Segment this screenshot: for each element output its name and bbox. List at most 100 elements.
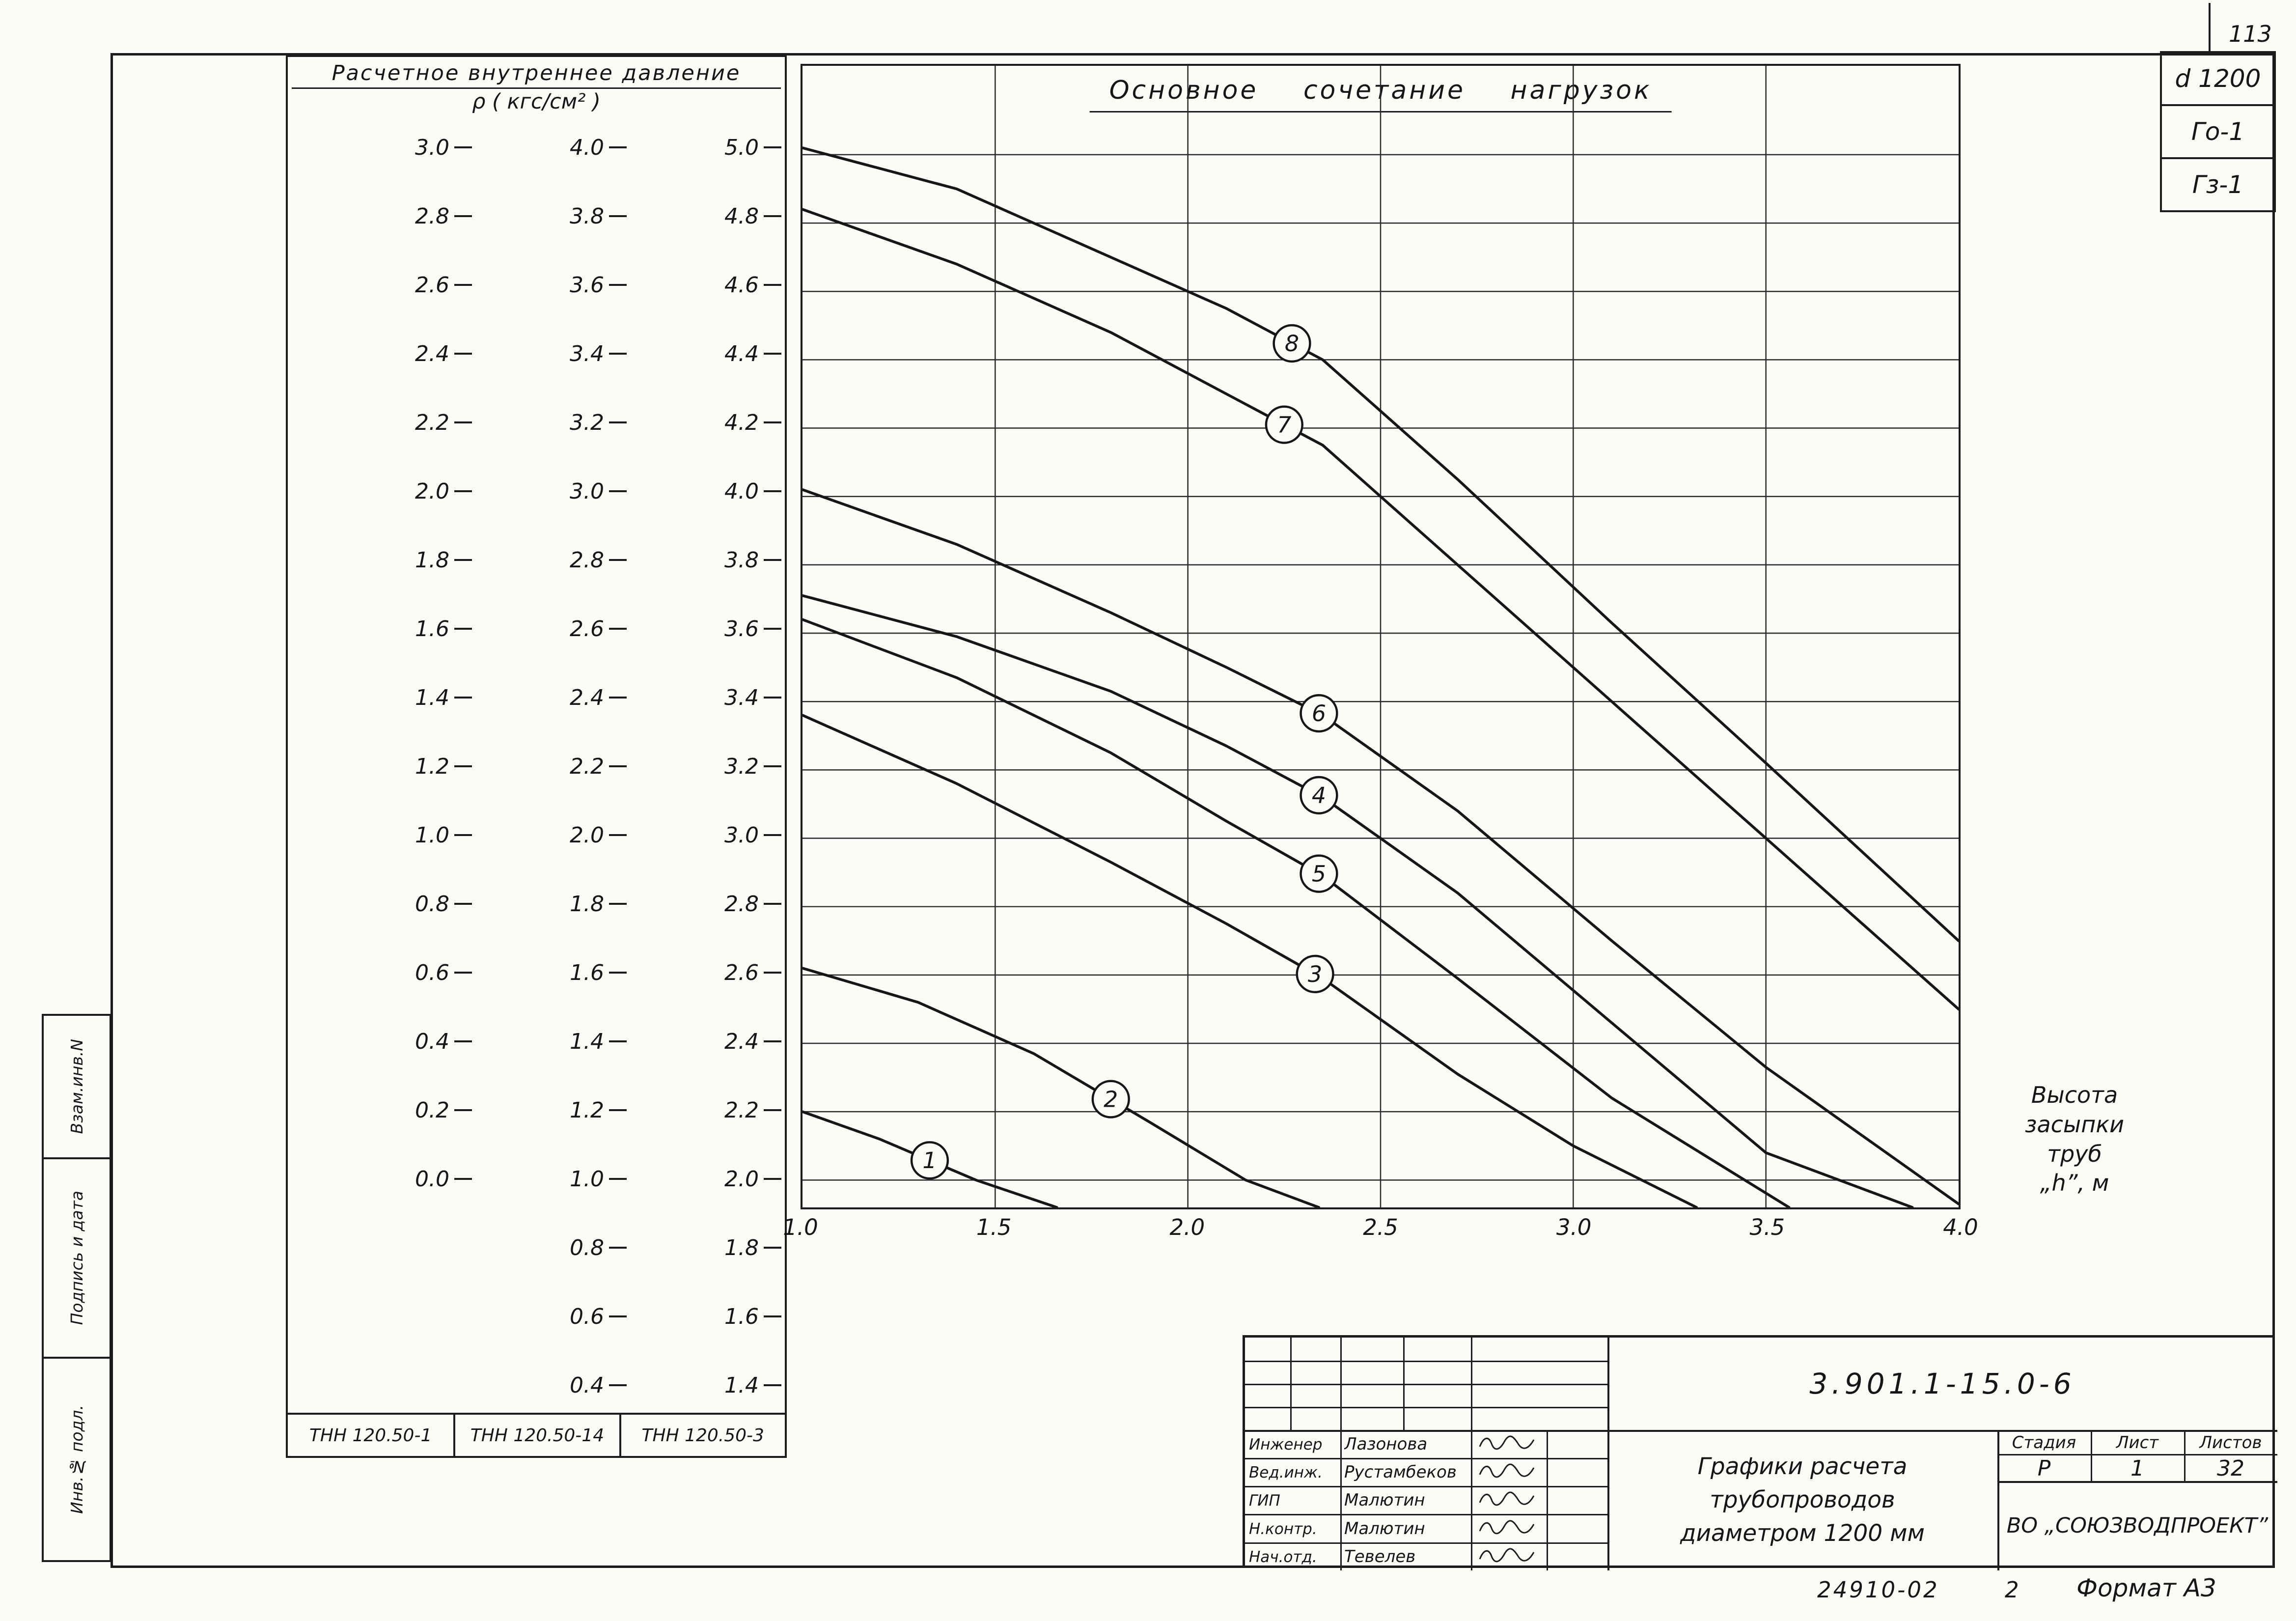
pressure-tick-value: 4.0 xyxy=(724,478,759,504)
side-strip-cell-3: Инв.№ подл. xyxy=(42,1357,111,1562)
curve-label-circle-1 xyxy=(910,1141,949,1180)
pressure-tick: 4.6 xyxy=(698,270,781,300)
pressure-tick-value: 2.2 xyxy=(724,1097,759,1123)
tick-mark xyxy=(454,972,472,974)
tick-mark xyxy=(609,421,627,423)
pressure-tick: 1.0 xyxy=(388,820,472,850)
tick-mark xyxy=(609,1315,627,1317)
pressure-tick: 2.2 xyxy=(698,1095,781,1125)
pressure-tick: 2.2 xyxy=(388,408,472,437)
pressure-tick-value: 3.0 xyxy=(724,822,759,848)
x-tick-label: 2.0 xyxy=(1169,1214,1205,1240)
title-block-line xyxy=(2184,1430,2185,1481)
signature-role: Инженер xyxy=(1249,1436,1323,1453)
tick-mark xyxy=(764,765,781,767)
tick-mark xyxy=(764,559,781,561)
tick-mark xyxy=(609,146,627,148)
tick-mark xyxy=(764,628,781,630)
x-tick-label: 2.5 xyxy=(1363,1214,1398,1240)
title-block-line xyxy=(1471,1338,1472,1430)
pressure-tick-value: 1.6 xyxy=(724,1304,759,1329)
pressure-tick: 0.2 xyxy=(388,1095,472,1125)
title-block-line xyxy=(1245,1542,1607,1544)
tick-mark xyxy=(609,490,627,492)
pressure-tick: 2.4 xyxy=(698,1027,781,1056)
pressure-tick-value: 0.6 xyxy=(570,1304,604,1329)
title-block-line xyxy=(1245,1407,1607,1408)
tick-mark xyxy=(764,1040,781,1042)
pressure-tick: 0.8 xyxy=(543,1233,627,1262)
title-block-line xyxy=(1245,1486,1607,1487)
curve-label-circle-5 xyxy=(1300,854,1338,893)
x-axis-label: Высота засыпки труб „h”, м xyxy=(1988,1081,2161,1198)
tick-mark xyxy=(454,1109,472,1111)
project-title: Графики расчета трубопроводов диаметром 12… xyxy=(1607,1430,1997,1570)
pressure-tick-value: 2.8 xyxy=(415,203,449,229)
signature-scribble xyxy=(1479,1492,1535,1506)
pressure-tick-value: 0.2 xyxy=(415,1097,449,1123)
pressure-tick-value: 0.8 xyxy=(570,1235,604,1260)
pressure-tick-value: 0.4 xyxy=(570,1372,604,1398)
load-combination-chart: Основное сочетание нагрузок 8 7 6 4 5 3 2 1 xyxy=(801,64,1961,1209)
pressure-tick-value: 2.2 xyxy=(415,410,449,435)
pressure-tick-value: 3.0 xyxy=(570,478,604,504)
corner-label-1: d 1200 xyxy=(2160,51,2276,106)
title-block-line xyxy=(1997,1430,1999,1570)
pressure-tick: 1.4 xyxy=(543,1027,627,1056)
signature-scribble xyxy=(1479,1520,1535,1534)
tick-mark xyxy=(609,972,627,974)
side-strip-label: Инв.№ подл. xyxy=(67,1405,86,1514)
pressure-tick: 3.0 xyxy=(388,133,472,162)
pressure-tick-value: 2.0 xyxy=(570,822,604,848)
pressure-tick: 4.2 xyxy=(698,408,781,437)
pressure-tick: 2.6 xyxy=(698,958,781,987)
pressure-tick-value: 4.6 xyxy=(724,272,759,298)
tick-mark xyxy=(609,765,627,767)
tick-mark xyxy=(609,1384,627,1386)
curve-8 xyxy=(802,146,1959,943)
tick-mark xyxy=(764,972,781,974)
pressure-tick-value: 2.6 xyxy=(415,272,449,298)
curve-label-circle-4 xyxy=(1300,776,1338,814)
pressure-tick: 0.8 xyxy=(388,889,472,919)
pressure-table-title-underline xyxy=(292,87,781,89)
tick-mark xyxy=(454,834,472,836)
title-block-line xyxy=(1340,1430,1342,1570)
tick-mark xyxy=(609,1109,627,1111)
pressure-tick-value: 3.8 xyxy=(570,203,604,229)
x-tick-label: 3.5 xyxy=(1749,1214,1785,1240)
curve-label-circle-7 xyxy=(1265,405,1303,444)
corner-divider-line xyxy=(2209,3,2211,53)
sheet-frame xyxy=(111,53,2275,1568)
project-title-line: Графики расчета xyxy=(1697,1453,1908,1480)
signature-name: Малютин xyxy=(1344,1518,1425,1538)
pressure-tick-value: 3.6 xyxy=(570,272,604,298)
title-block-line xyxy=(2091,1430,2092,1481)
pressure-tick-value: 3.8 xyxy=(724,547,759,573)
pressure-tick: 1.6 xyxy=(698,1302,781,1331)
x-axis-label-line: засыпки xyxy=(2024,1111,2124,1138)
pressure-tick-value: 1.0 xyxy=(570,1166,604,1192)
chart-title: Основное сочетание нагрузок xyxy=(1089,76,1672,112)
pressure-tick: 2.6 xyxy=(388,270,472,300)
project-title-line: диаметром 1200 мм xyxy=(1680,1520,1925,1547)
title-block-line xyxy=(1471,1430,1472,1570)
tick-mark xyxy=(764,1178,781,1180)
pressure-tick: 1.2 xyxy=(388,752,472,781)
footer-format: Формат А3 xyxy=(2076,1574,2216,1602)
pressure-tick-value: 3.2 xyxy=(570,410,604,435)
tick-mark xyxy=(764,146,781,148)
pressure-tick: 4.0 xyxy=(543,133,627,162)
tick-mark xyxy=(454,765,472,767)
pressure-tick-value: 2.4 xyxy=(724,1029,759,1054)
tick-mark xyxy=(609,1178,627,1180)
curve-label-circle-8 xyxy=(1272,324,1311,363)
chart-plot: 8 7 6 4 5 3 2 1 xyxy=(802,66,1959,1207)
pressure-tick-value: 4.8 xyxy=(724,203,759,229)
pressure-tick-value: 1.0 xyxy=(415,822,449,848)
corner-label-2: Го-1 xyxy=(2160,104,2276,159)
tick-mark xyxy=(764,490,781,492)
pressure-tick: 2.0 xyxy=(388,476,472,506)
curve-label-5: 5 xyxy=(1312,861,1326,887)
footer-sheet-number: 2 xyxy=(2005,1577,2019,1603)
